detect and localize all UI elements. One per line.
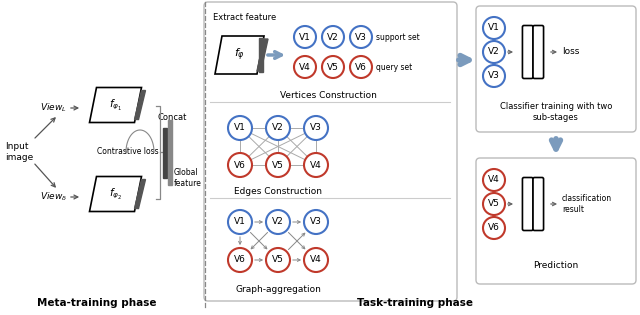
Text: $f_{\varphi}$: $f_{\varphi}$ <box>234 47 245 63</box>
FancyBboxPatch shape <box>522 26 533 78</box>
Text: V3: V3 <box>355 32 367 42</box>
Text: V1: V1 <box>234 217 246 226</box>
Text: Vertices Construction: Vertices Construction <box>280 90 376 100</box>
Text: Input
image: Input image <box>5 142 33 162</box>
Text: V5: V5 <box>488 199 500 209</box>
Polygon shape <box>134 180 145 209</box>
Circle shape <box>228 116 252 140</box>
Circle shape <box>350 26 372 48</box>
Circle shape <box>322 56 344 78</box>
Circle shape <box>228 153 252 177</box>
Text: V4: V4 <box>299 62 311 72</box>
Text: V6: V6 <box>234 255 246 265</box>
Text: V3: V3 <box>310 217 322 226</box>
Text: Concat: Concat <box>158 113 188 123</box>
Text: V4: V4 <box>488 175 500 185</box>
Polygon shape <box>90 88 141 123</box>
Text: V6: V6 <box>488 224 500 232</box>
Text: V2: V2 <box>488 48 500 56</box>
Text: V2: V2 <box>327 32 339 42</box>
Text: V5: V5 <box>272 161 284 169</box>
Circle shape <box>266 248 290 272</box>
Circle shape <box>483 65 505 87</box>
Text: V2: V2 <box>272 123 284 133</box>
Text: V4: V4 <box>310 161 322 169</box>
Polygon shape <box>257 39 268 71</box>
Circle shape <box>228 248 252 272</box>
Polygon shape <box>259 38 263 72</box>
FancyBboxPatch shape <box>533 177 543 231</box>
Text: V3: V3 <box>488 72 500 81</box>
Circle shape <box>266 153 290 177</box>
Text: Edges Construction: Edges Construction <box>234 187 322 197</box>
Circle shape <box>483 193 505 215</box>
Text: classification
result: classification result <box>562 194 612 214</box>
Text: V6: V6 <box>355 62 367 72</box>
Circle shape <box>304 153 328 177</box>
Polygon shape <box>134 90 145 119</box>
Text: V6: V6 <box>234 161 246 169</box>
Text: $View_{\delta}$: $View_{\delta}$ <box>40 191 67 203</box>
Circle shape <box>483 17 505 39</box>
Text: V5: V5 <box>272 255 284 265</box>
Text: V3: V3 <box>310 123 322 133</box>
Text: Task-training phase: Task-training phase <box>357 298 473 308</box>
Circle shape <box>304 210 328 234</box>
Text: $f_{\varphi_2}$: $f_{\varphi_2}$ <box>109 186 122 202</box>
Circle shape <box>322 26 344 48</box>
FancyBboxPatch shape <box>476 158 636 284</box>
Circle shape <box>294 56 316 78</box>
Text: support set: support set <box>376 32 420 42</box>
FancyBboxPatch shape <box>533 26 543 78</box>
Text: Graph-aggregation: Graph-aggregation <box>235 285 321 295</box>
Text: V1: V1 <box>299 32 311 42</box>
Text: V1: V1 <box>488 24 500 32</box>
FancyBboxPatch shape <box>476 6 636 132</box>
Circle shape <box>266 116 290 140</box>
Text: V1: V1 <box>234 123 246 133</box>
Text: Global
feature: Global feature <box>174 168 202 188</box>
Text: Prediction: Prediction <box>533 261 579 270</box>
FancyBboxPatch shape <box>204 2 457 301</box>
Circle shape <box>294 26 316 48</box>
Text: Extract feature: Extract feature <box>213 13 276 22</box>
Text: V5: V5 <box>327 62 339 72</box>
Circle shape <box>483 41 505 63</box>
Text: query set: query set <box>376 62 412 72</box>
Text: $f_{\varphi_1}$: $f_{\varphi_1}$ <box>109 98 122 112</box>
Circle shape <box>350 56 372 78</box>
Text: Classifier training with two
sub-stages: Classifier training with two sub-stages <box>500 102 612 122</box>
Text: Contrastive loss: Contrastive loss <box>97 147 159 157</box>
Text: Meta-training phase: Meta-training phase <box>37 298 157 308</box>
Polygon shape <box>90 176 141 211</box>
Text: loss: loss <box>562 48 579 56</box>
Circle shape <box>304 248 328 272</box>
Circle shape <box>483 217 505 239</box>
FancyBboxPatch shape <box>522 177 533 231</box>
Polygon shape <box>163 128 167 178</box>
Polygon shape <box>215 36 264 74</box>
Circle shape <box>266 210 290 234</box>
Circle shape <box>483 169 505 191</box>
Text: $View_L$: $View_L$ <box>40 102 67 114</box>
Circle shape <box>304 116 328 140</box>
Polygon shape <box>168 120 172 185</box>
Text: V4: V4 <box>310 255 322 265</box>
Text: V2: V2 <box>272 217 284 226</box>
Circle shape <box>228 210 252 234</box>
